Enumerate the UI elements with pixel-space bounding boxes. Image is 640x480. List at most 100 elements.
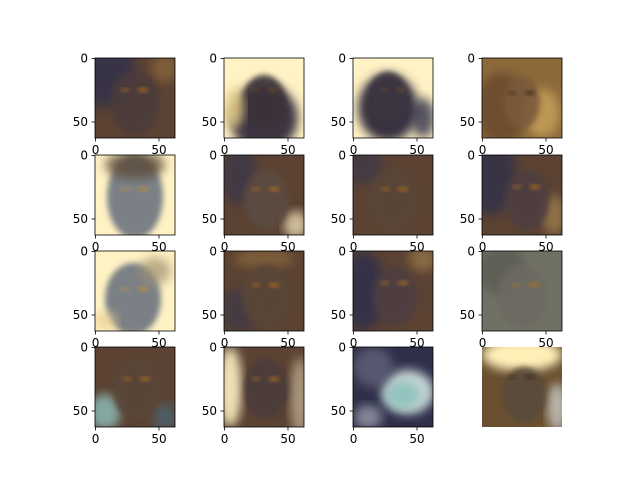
x-tick-label: 0 [221, 432, 229, 446]
axes-frame [352, 346, 434, 428]
x-tick-label: 50 [409, 240, 424, 254]
face-image: face, brown ochre tones [482, 58, 562, 138]
y-tick-label: 0 [80, 149, 88, 163]
y-tick-label: 50 [460, 212, 475, 226]
axes-frame [352, 154, 434, 236]
axes-frame [223, 57, 305, 139]
face-image: face, grey-olive tones [482, 251, 562, 331]
face-image: face, dark with bright pale-yellow backg… [224, 58, 304, 138]
panel-grid: face, dark brown and navy tones0500 50fac… [73, 52, 563, 446]
y-tick-label: 50 [73, 404, 88, 418]
x-tick-label: 50 [151, 143, 166, 157]
y-tick-label: 0 [80, 52, 88, 66]
y-tick-label: 50 [202, 308, 217, 322]
x-tick-label: 0 [92, 240, 100, 254]
y-tick-label: 50 [460, 115, 475, 129]
x-tick-label: 50 [409, 143, 424, 157]
x-tick-label: 50 [280, 240, 295, 254]
x-tick-label: 50 [409, 432, 424, 446]
y-tick-label: 50 [73, 308, 88, 322]
y-tick-label: 50 [202, 404, 217, 418]
x-tick-label: 50 [280, 336, 295, 350]
x-tick-label: 0 [92, 432, 100, 446]
axes-frame [223, 250, 305, 332]
y-tick-label: 0 [338, 149, 346, 163]
axes-frame [94, 250, 176, 332]
y-tick-label: 50 [331, 308, 346, 322]
x-tick-label: 0 [479, 143, 487, 157]
image-panel-3: face, dark with bright pale-yellow backg… [331, 52, 434, 157]
x-tick-label: 50 [151, 240, 166, 254]
axes-frame [94, 346, 176, 428]
axes-frame [481, 57, 563, 139]
y-tick-label: 50 [331, 212, 346, 226]
axes-frame [223, 346, 305, 428]
face-image: face, dark brown and navy tones [353, 251, 433, 331]
x-tick-label: 50 [280, 432, 295, 446]
face-image: face, dark brown tones [224, 155, 304, 235]
axes-frame [481, 250, 563, 332]
y-tick-label: 50 [202, 115, 217, 129]
axes-frame [352, 57, 434, 139]
face-image: face, dark brown tones [224, 251, 304, 331]
x-tick-label: 50 [151, 432, 166, 446]
y-tick-label: 0 [209, 52, 217, 66]
image-panel-12: face, grey-olive tones 0 50 0 50 [460, 245, 563, 350]
image-panel-13: face, dark brown with teal highlights 0 50… [73, 341, 176, 446]
image-panel-16: face, brown with bright yellow top [482, 347, 562, 427]
face-image: face, dark brown and navy tones [482, 155, 562, 235]
y-tick-label: 0 [338, 52, 346, 66]
y-tick-label: 50 [202, 212, 217, 226]
face-image: face, dark with bright pale-yellow backg… [353, 58, 433, 138]
image-panel-2: face, dark with bright pale-yellow backg… [202, 52, 305, 157]
y-tick-label: 0 [80, 245, 88, 259]
face-image: face, brown with bright yellow top [482, 347, 562, 427]
face-image: face, dark brown with teal highlights [95, 347, 175, 427]
face-image: face, grey-blue with pale-yellow surroun… [95, 251, 175, 331]
y-tick-label: 0 [209, 245, 217, 259]
x-tick-label: 0 [221, 240, 229, 254]
image-panel-1: face, dark brown and navy tones 0 50 0 50 [73, 52, 176, 157]
y-tick-label: 0 [467, 52, 475, 66]
x-tick-label: 0 [350, 336, 358, 350]
axes-frame [94, 154, 176, 236]
x-tick-label: 0 [92, 336, 100, 350]
y-tick-label: 50 [460, 308, 475, 322]
y-tick-label: 0 [209, 341, 217, 355]
y-tick-label: 0 [80, 341, 88, 355]
x-tick-label: 50 [538, 143, 553, 157]
y-tick-label: 50 [331, 404, 346, 418]
x-tick-label: 0 [350, 143, 358, 157]
image-panel-9: face, grey-blue with pale-yellow surroun… [73, 245, 176, 350]
face-image: face, dark with pale-yellow sides [224, 347, 304, 427]
x-tick-label: 0 [221, 336, 229, 350]
y-tick-label: 0 [338, 245, 346, 259]
face-image: face, grey-blue with pale-yellow sides [95, 155, 175, 235]
face-image: face, dark brown tones [353, 155, 433, 235]
x-tick-label: 0 [350, 240, 358, 254]
y-tick-label: 0 [338, 341, 346, 355]
y-tick-label: 50 [73, 212, 88, 226]
y-tick-label: 50 [331, 115, 346, 129]
image-panel-15: face, navy and teal-white tones 0 50 0 50 [331, 341, 434, 446]
axes-frame [352, 250, 434, 332]
x-tick-label: 50 [280, 143, 295, 157]
face-image: face, navy and teal-white tones [353, 347, 433, 427]
image-panel-6: face, dark brown tones 0 50 0 50 [202, 149, 305, 254]
face-image: face, dark brown and navy tones [95, 58, 175, 138]
image-panel-8: face, dark brown and navy tones 0 50 0 50 [460, 149, 563, 254]
y-tick-label: 0 [467, 149, 475, 163]
x-tick-label: 0 [479, 240, 487, 254]
x-tick-label: 0 [350, 432, 358, 446]
axes-frame [94, 57, 176, 139]
x-tick-label: 0 [92, 143, 100, 157]
x-tick-label: 0 [479, 336, 487, 350]
image-panel-10: face, dark brown tones 0 50 0 50 [202, 245, 305, 350]
x-tick-label: 50 [151, 336, 166, 350]
y-tick-label: 0 [467, 245, 475, 259]
x-tick-label: 50 [409, 336, 424, 350]
axes-frame [481, 154, 563, 236]
y-tick-label: 0 [209, 149, 217, 163]
axes-frame [223, 154, 305, 236]
